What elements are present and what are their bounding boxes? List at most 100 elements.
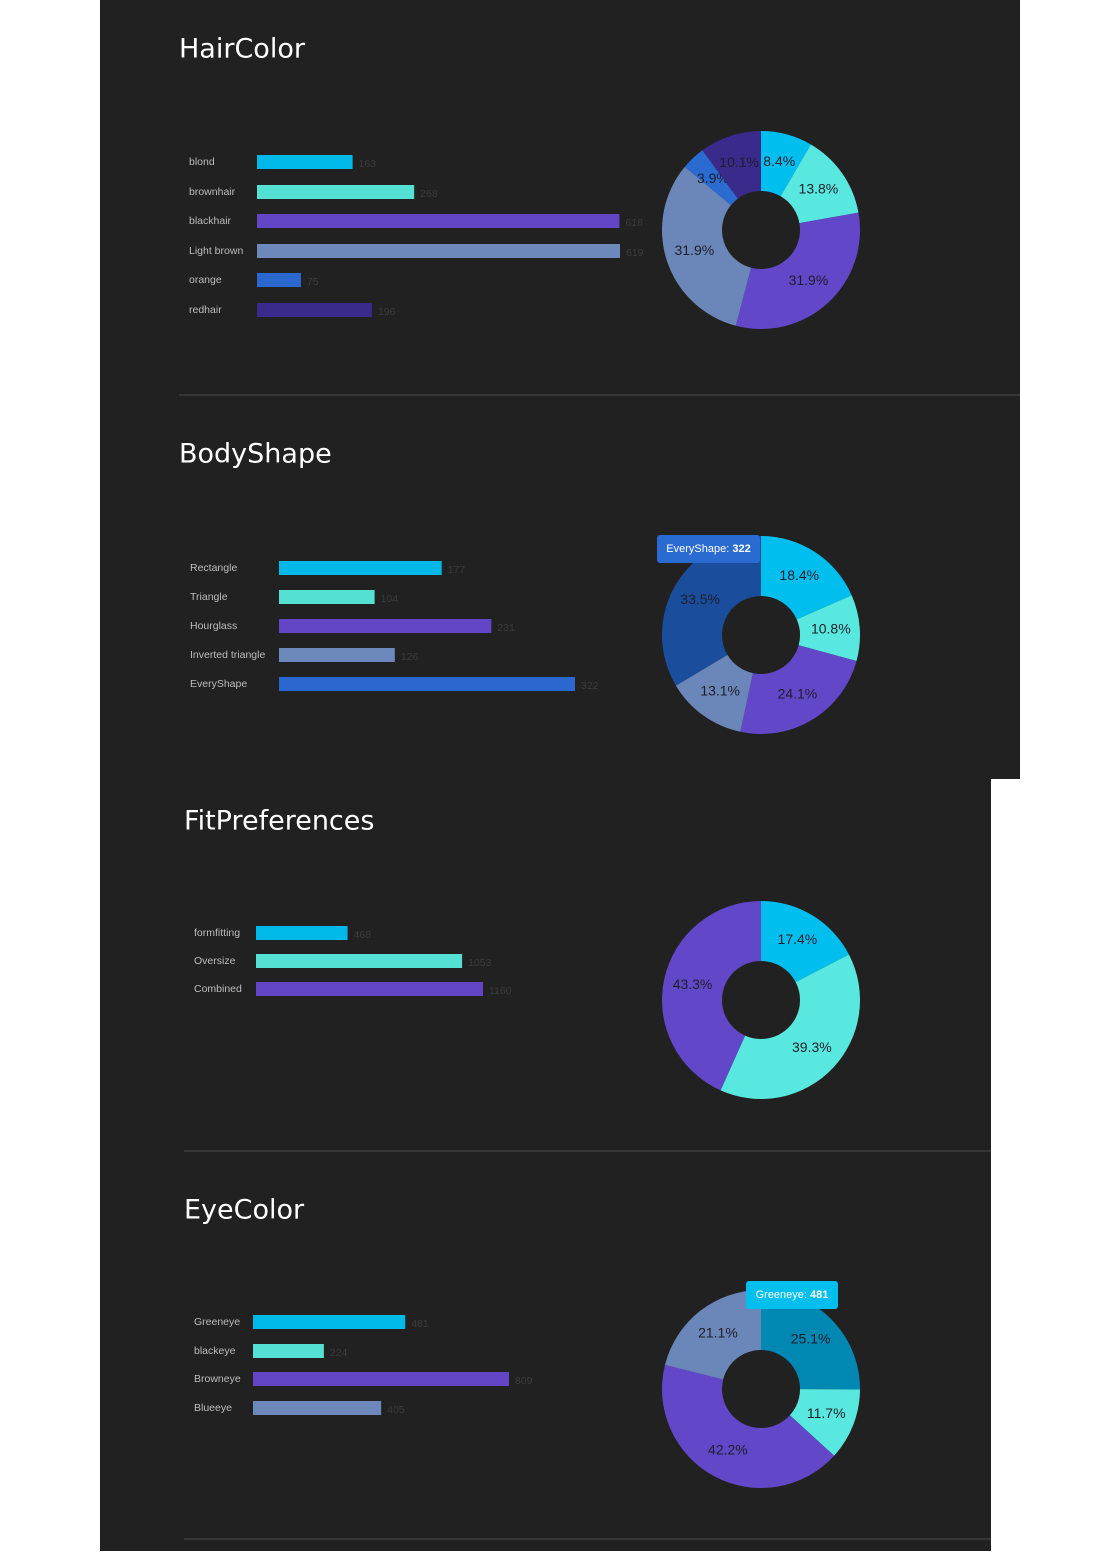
- bar: [279, 648, 395, 662]
- category-label: blackeye: [194, 1345, 236, 1357]
- value-label: 322: [581, 680, 599, 692]
- tooltip-text: Greeneye: 481: [756, 1289, 829, 1301]
- panel: [100, 778, 991, 1551]
- donut-slice: [789, 1389, 860, 1456]
- bar: [256, 954, 463, 968]
- category-label: orange: [189, 274, 222, 286]
- value-label: 224: [330, 1347, 348, 1359]
- slice-label: 8.4%: [763, 153, 795, 169]
- slice-label: 10.8%: [811, 621, 851, 637]
- donut-slice: [780, 144, 859, 224]
- section-title: FitPreferences: [184, 806, 374, 837]
- donut-slice: [761, 131, 811, 197]
- slice-label: 42.2%: [708, 1441, 748, 1457]
- bar: [257, 303, 372, 317]
- donut-slice: [796, 595, 860, 661]
- category-label: redhair: [189, 304, 222, 316]
- slice-label: 31.9%: [789, 272, 829, 288]
- category-label: Browneye: [194, 1373, 241, 1385]
- value-label: 809: [515, 1375, 533, 1387]
- donut-slice: [662, 901, 761, 1091]
- slice-label: 13.1%: [700, 683, 740, 699]
- category-label: blackhair: [189, 215, 232, 227]
- tooltip-value: 481: [810, 1289, 828, 1301]
- donut-slice: [664, 1290, 761, 1380]
- slice-label: 10.1%: [719, 154, 759, 170]
- section-title: EyeColor: [184, 1195, 305, 1226]
- donut-slice: [761, 901, 849, 983]
- value-label: 405: [387, 1404, 405, 1416]
- value-label: 177: [448, 564, 466, 576]
- value-label: 619: [626, 247, 644, 259]
- bar: [253, 1344, 324, 1358]
- tooltip: [657, 535, 760, 563]
- value-label: 468: [354, 929, 372, 941]
- category-label: Light brown: [189, 245, 243, 257]
- slice-label: 13.8%: [799, 181, 839, 197]
- donut-slice: [684, 150, 738, 206]
- donut-slice: [761, 536, 852, 620]
- tooltip-label: Greeneye:: [756, 1289, 807, 1301]
- bar: [279, 590, 375, 604]
- bar: [253, 1401, 382, 1415]
- category-label: Hourglass: [190, 620, 237, 632]
- category-label: EveryShape: [190, 678, 247, 690]
- donut-slice: [702, 131, 761, 199]
- slice-label: 25.1%: [791, 1330, 831, 1346]
- category-label: Rectangle: [190, 562, 237, 574]
- slice-label: 11.7%: [807, 1405, 846, 1421]
- bar: [257, 214, 620, 228]
- tooltip-value: 322: [732, 543, 750, 555]
- category-label: Oversize: [194, 955, 236, 967]
- bar: [279, 561, 442, 575]
- donut-slice: [661, 536, 761, 686]
- category-label: Combined: [194, 983, 242, 995]
- category-label: Blueeye: [194, 1402, 232, 1414]
- value-label: 1160: [489, 985, 512, 997]
- value-label: 126: [401, 651, 419, 663]
- slice-label: 24.1%: [778, 685, 818, 701]
- slice-label: 39.3%: [792, 1039, 832, 1055]
- donut-slice: [675, 654, 753, 732]
- category-label: formfitting: [194, 927, 240, 939]
- section-title: HairColor: [179, 34, 306, 65]
- bar: [257, 185, 415, 199]
- bar: [256, 982, 483, 996]
- donut-slice: [761, 1290, 860, 1390]
- slice-label: 33.5%: [680, 591, 720, 607]
- bar: [279, 619, 492, 633]
- donut-slice: [662, 166, 752, 326]
- slice-label: 18.4%: [779, 567, 819, 583]
- slice-label: 31.9%: [675, 242, 715, 258]
- category-label: Inverted triangle: [190, 649, 265, 661]
- slice-label: 21.1%: [698, 1324, 738, 1340]
- donut-slice: [662, 1364, 835, 1488]
- bar: [256, 926, 348, 940]
- donut-slice: [720, 954, 861, 1099]
- value-label: 231: [497, 622, 515, 634]
- tooltip-text: EveryShape: 322: [666, 543, 750, 555]
- bar: [257, 244, 620, 258]
- slice-label: 17.4%: [778, 931, 818, 947]
- tooltip: [746, 1281, 838, 1309]
- bar: [257, 155, 353, 169]
- value-label: 1053: [468, 957, 492, 969]
- category-label: brownhair: [189, 186, 236, 198]
- value-label: 268: [420, 188, 438, 200]
- value-label: 163: [359, 158, 377, 170]
- bar: [257, 273, 301, 287]
- category-label: Greeneye: [194, 1316, 240, 1328]
- category-label: Triangle: [190, 591, 228, 603]
- bar: [279, 677, 575, 691]
- tooltip-label: EveryShape:: [666, 543, 729, 555]
- value-label: 196: [378, 306, 396, 318]
- category-label: blond: [189, 156, 215, 168]
- value-label: 618: [625, 217, 643, 229]
- value-label: 481: [411, 1318, 429, 1330]
- bar: [253, 1315, 406, 1329]
- donut-slice: [740, 645, 857, 735]
- slice-label: 43.3%: [673, 976, 713, 992]
- value-label: 75: [307, 276, 319, 288]
- bar: [253, 1372, 509, 1386]
